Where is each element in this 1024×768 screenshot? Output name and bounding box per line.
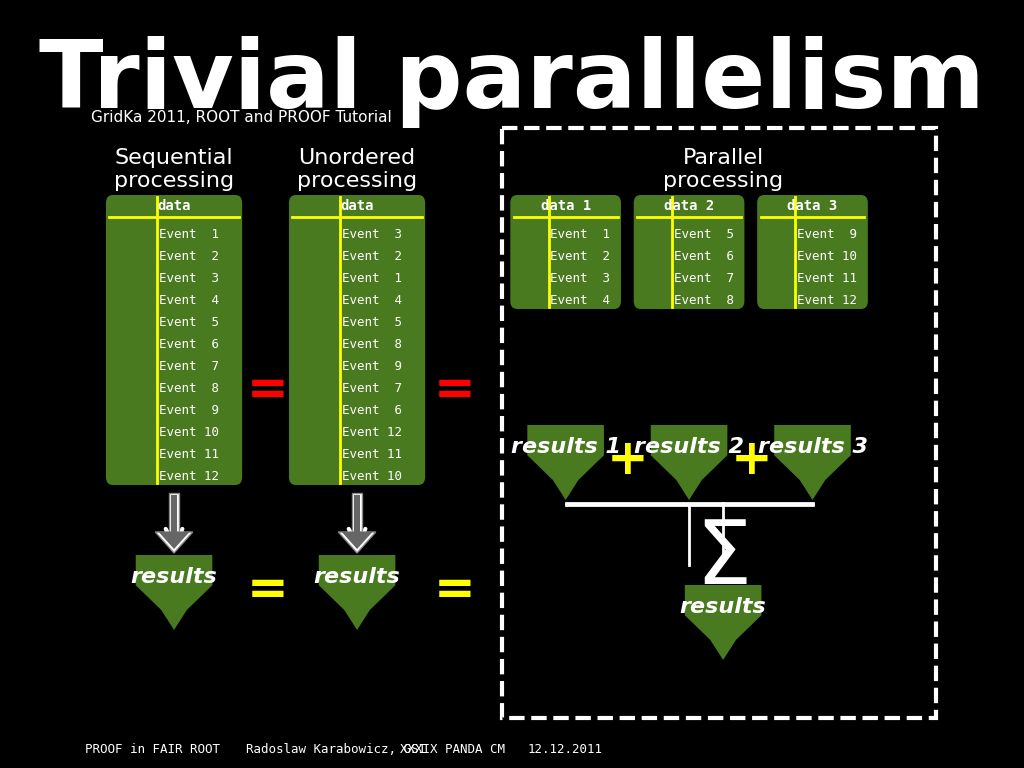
Text: Event  5: Event 5 [159,316,219,329]
Polygon shape [685,585,762,660]
Text: =: = [434,366,476,414]
Text: Parallel
processing: Parallel processing [664,148,783,191]
Text: Event  3: Event 3 [159,272,219,284]
Text: Event 10: Event 10 [342,469,401,482]
Text: data: data [340,199,374,213]
Text: Event 11: Event 11 [159,448,219,461]
Text: +: + [607,436,648,484]
Text: results 3: results 3 [758,437,867,457]
Text: Event  2: Event 2 [550,250,610,263]
FancyBboxPatch shape [634,195,744,309]
Text: Event  1: Event 1 [342,272,401,284]
Text: Event  9: Event 9 [342,359,401,372]
Text: Unordered
processing: Unordered processing [297,148,417,191]
Text: 12.12.2011: 12.12.2011 [527,743,602,756]
Text: Event  1: Event 1 [550,227,610,240]
Text: Event  1: Event 1 [159,227,219,240]
Bar [502,128,936,718]
Text: data: data [158,199,190,213]
FancyBboxPatch shape [105,195,242,485]
Text: results 1: results 1 [511,437,621,457]
Text: Event 10: Event 10 [797,250,857,263]
Polygon shape [159,532,189,549]
Text: XXXIX PANDA CM: XXXIX PANDA CM [399,743,505,756]
Text: Σ: Σ [695,517,752,604]
Text: Event  7: Event 7 [674,272,734,284]
Text: Event  8: Event 8 [342,337,401,350]
Polygon shape [651,425,727,500]
Text: Event  9: Event 9 [159,403,219,416]
Polygon shape [156,532,193,553]
Polygon shape [527,425,604,500]
Text: results: results [680,597,767,617]
Text: Event  3: Event 3 [342,227,401,240]
Text: Event 12: Event 12 [797,293,857,306]
Text: Event  7: Event 7 [342,382,401,395]
Text: GridKa 2011, ROOT and PROOF Tutorial: GridKa 2011, ROOT and PROOF Tutorial [91,111,392,125]
FancyBboxPatch shape [510,195,621,309]
Text: Event  4: Event 4 [550,293,610,306]
Text: Event 12: Event 12 [342,425,401,439]
Text: data 3: data 3 [787,199,838,213]
Text: results 2: results 2 [634,437,744,457]
Text: =: = [434,566,476,614]
Text: Event  9: Event 9 [797,227,857,240]
Text: =: = [247,366,289,414]
Text: Event 10: Event 10 [159,425,219,439]
Text: Event  8: Event 8 [674,293,734,306]
Text: data 2: data 2 [664,199,714,213]
Polygon shape [774,425,851,500]
Text: Event  4: Event 4 [342,293,401,306]
Text: Sequential
processing: Sequential processing [114,148,234,191]
Polygon shape [342,532,373,549]
FancyBboxPatch shape [757,195,868,309]
Bar [171,495,177,532]
Text: Event  6: Event 6 [159,337,219,350]
Text: Event  4: Event 4 [159,293,219,306]
Polygon shape [136,555,212,630]
Text: Trivial parallelism: Trivial parallelism [39,36,985,128]
Text: Radoslaw Karabowicz, GSI: Radoslaw Karabowicz, GSI [247,743,426,756]
Text: data 1: data 1 [541,199,591,213]
Text: Event  2: Event 2 [159,250,219,263]
Text: results: results [313,567,400,587]
Bar [353,495,360,532]
Text: Event  6: Event 6 [674,250,734,263]
Text: Event  6: Event 6 [342,403,401,416]
Text: results: results [131,567,217,587]
Bar [169,493,179,532]
Text: Event  7: Event 7 [159,359,219,372]
FancyBboxPatch shape [289,195,425,485]
Text: Event  5: Event 5 [674,227,734,240]
Text: Event 11: Event 11 [797,272,857,284]
Text: Event  2: Event 2 [342,250,401,263]
Text: Event  5: Event 5 [342,316,401,329]
Polygon shape [338,532,376,553]
Polygon shape [318,555,395,630]
Text: Event  8: Event 8 [159,382,219,395]
Text: +: + [730,436,772,484]
Text: PROOF in FAIR ROOT: PROOF in FAIR ROOT [85,743,220,756]
Text: =: = [247,566,289,614]
Bar [352,493,362,532]
Text: Event 11: Event 11 [342,448,401,461]
Text: Event 12: Event 12 [159,469,219,482]
Text: Event  3: Event 3 [550,272,610,284]
